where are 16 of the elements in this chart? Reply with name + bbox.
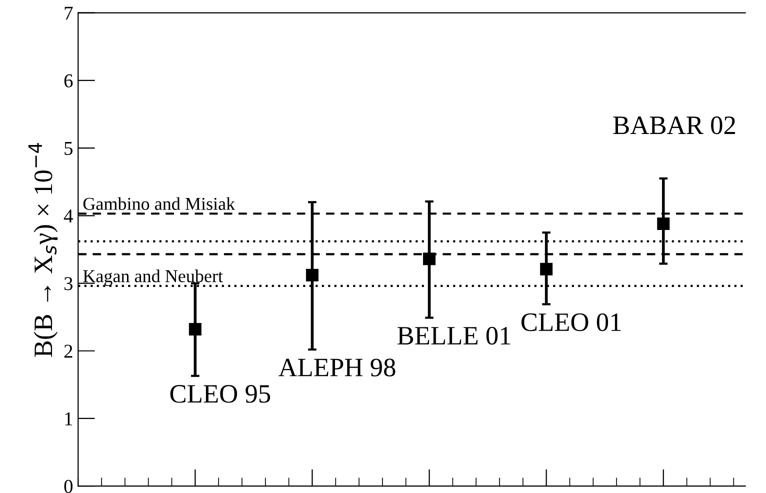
annotation: CLEO 01 <box>521 313 621 332</box>
ref-line-label: Gambino and Misiak <box>83 197 236 210</box>
annotation: CLEO 95 <box>170 385 270 403</box>
annotation: BELLE 01 <box>398 326 510 345</box>
annotation: BABAR 02 <box>613 116 735 134</box>
annotation: ALEPH 98 <box>278 358 396 376</box>
y-axis-title: B(B → X$_{s}$γ) × 10$^{−4}$ <box>28 143 58 357</box>
y-tick-label: 3 <box>64 277 73 290</box>
ref-line-label: Kagan and Neubert <box>83 270 223 286</box>
y-tick-label: 4 <box>64 210 73 222</box>
y-tick-label: 1 <box>65 412 72 426</box>
y-tick-label: 7 <box>64 6 73 20</box>
y-tick-label: 2 <box>64 344 72 358</box>
y-tick-label: 6 <box>64 74 73 88</box>
y-tick-label: 0 <box>64 480 73 493</box>
y-tick-label: 5 <box>64 142 73 155</box>
